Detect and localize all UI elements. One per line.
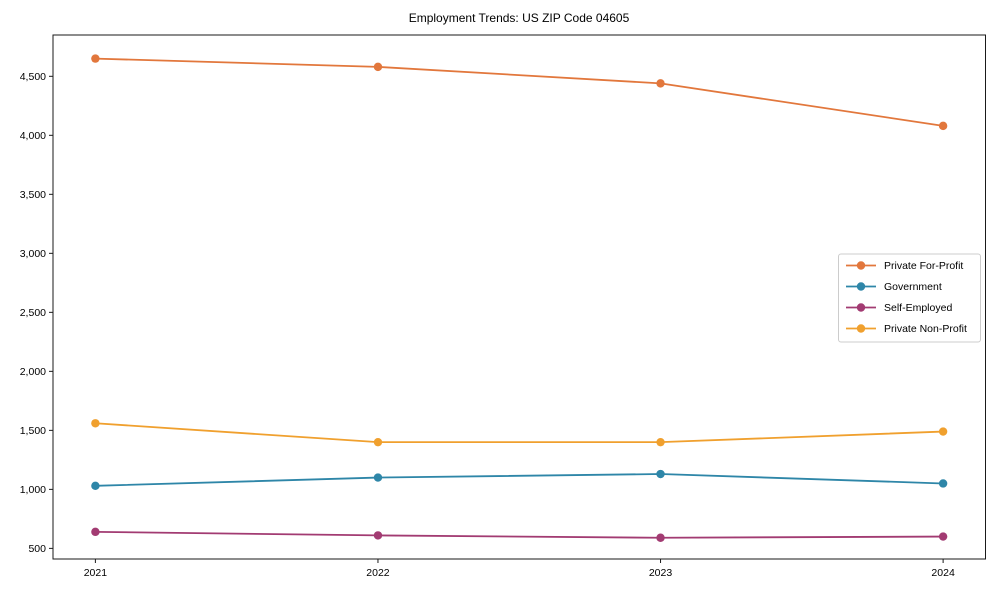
x-tick-label: 2021 [84, 567, 108, 579]
y-tick-label: 1,500 [20, 425, 46, 437]
y-tick-label: 2,000 [20, 366, 46, 378]
legend-marker-swatch [856, 261, 866, 270]
y-tick-label: 2,500 [20, 307, 46, 319]
series-line-private-for-profit [95, 57, 944, 127]
y-tick-label: 4,000 [20, 130, 46, 142]
legend-label: Private Non-Profit [884, 323, 967, 335]
data-point-private-non-profit-2023 [656, 437, 665, 447]
legend-box [838, 253, 981, 343]
data-point-private-for-profit-2022 [373, 62, 383, 72]
legend-item-self-employed: Self-Employed [846, 302, 952, 314]
data-point-government-2022 [373, 473, 383, 482]
data-point-private-for-profit-2024 [938, 121, 948, 131]
x-tick-label: 2022 [366, 567, 390, 579]
legend-marker-swatch [856, 324, 866, 333]
x-tick-label: 2024 [931, 567, 955, 579]
series-line-self-employed [95, 530, 944, 539]
data-point-private-non-profit-2024 [938, 427, 948, 436]
legend-marker-swatch [856, 303, 866, 312]
legend-label: Self-Employed [884, 302, 952, 314]
data-point-government-2024 [938, 479, 948, 488]
y-tick-label: 3,000 [20, 248, 46, 260]
y-tick-label: 4,500 [20, 71, 46, 83]
legend-item-private-for-profit: Private For-Profit [846, 260, 963, 272]
legend-label: Private For-Profit [884, 260, 963, 272]
series-line-government [95, 473, 944, 487]
data-point-private-non-profit-2022 [373, 437, 383, 447]
data-point-private-for-profit-2023 [656, 79, 665, 88]
data-point-self-employed-2021 [91, 527, 100, 537]
data-point-self-employed-2023 [656, 533, 665, 542]
legend-marker-swatch [856, 282, 866, 291]
data-point-self-employed-2022 [373, 531, 383, 540]
plot-border [52, 34, 986, 560]
series-line-private-non-profit [95, 422, 944, 444]
data-point-self-employed-2024 [938, 532, 948, 541]
data-point-government-2023 [656, 469, 665, 479]
legend-label: Government [884, 281, 942, 293]
legend-item-private-non-profit: Private Non-Profit [846, 323, 967, 335]
data-point-government-2021 [91, 481, 100, 491]
y-tick-label: 500 [28, 543, 46, 555]
legend: Private For-Profit Government Self-Employe… [838, 253, 981, 343]
x-tick-label: 2023 [649, 567, 673, 579]
legend-item-government: Government [846, 281, 942, 293]
y-tick-label: 1,000 [20, 484, 46, 496]
data-point-private-non-profit-2021 [91, 419, 100, 428]
data-point-private-for-profit-2021 [91, 54, 100, 63]
y-tick-label: 3,500 [20, 189, 46, 201]
chart-title: Employment Trends: US ZIP Code 04605 [408, 11, 630, 25]
